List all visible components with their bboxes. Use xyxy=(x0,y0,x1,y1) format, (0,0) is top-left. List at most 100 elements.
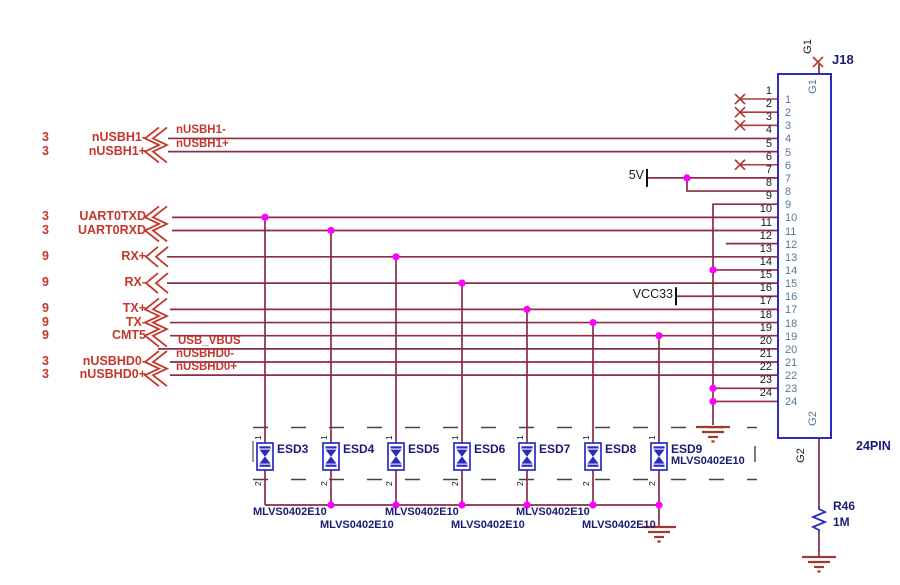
esd-pin2-number: 2 xyxy=(253,481,263,486)
pin-number-inside: 10 xyxy=(785,212,798,225)
port-chevron-icon[interactable] xyxy=(143,126,162,164)
esd-pin1-number: 1 xyxy=(450,435,460,440)
power-label-vcc33[interactable]: VCC33 xyxy=(632,287,673,301)
junction-dot xyxy=(392,501,400,509)
esd-bottom-bar xyxy=(390,464,402,467)
port-sheet-ref: 3 xyxy=(42,209,49,224)
port-name[interactable]: nUSBHD0+ xyxy=(79,367,146,382)
port-sheet-ref: 9 xyxy=(42,275,49,290)
pin-number-inside: 8 xyxy=(785,186,792,199)
port-name[interactable]: TX- xyxy=(125,314,146,329)
pin-number-outside: 24 xyxy=(759,387,772,400)
pin-number-inside: 20 xyxy=(785,343,798,356)
pin-number-outside: 17 xyxy=(759,295,772,308)
pin-number-outside: 13 xyxy=(759,242,772,255)
port-name[interactable]: CMT5 xyxy=(111,327,146,342)
pin-number-outside: 8 xyxy=(765,177,772,190)
wire[interactable] xyxy=(712,203,778,425)
esd-bottom-bar xyxy=(587,464,599,467)
pin-number-inside: 16 xyxy=(785,291,798,304)
pin-number-inside: 18 xyxy=(785,317,798,330)
esd-designator: ESD5 xyxy=(408,442,440,456)
port-sheet-ref: 3 xyxy=(42,222,49,237)
port-chevron-icon[interactable] xyxy=(154,246,169,268)
no-connect-x-icon xyxy=(734,106,746,118)
pin-number-outside: 2 xyxy=(765,98,772,111)
esd-pin1-number: 1 xyxy=(384,435,394,440)
port-chevron-icon[interactable] xyxy=(144,246,159,268)
esd-part-number: MLVS0402E10 xyxy=(320,519,394,531)
wire[interactable] xyxy=(686,177,778,192)
pin-number-outside: 9 xyxy=(765,190,772,203)
esd-part-number: MLVS0402E10 xyxy=(385,506,459,518)
port-name[interactable]: TX+ xyxy=(122,301,146,316)
connector-body[interactable] xyxy=(777,73,832,439)
junction-dot xyxy=(523,501,531,509)
net-label[interactable]: nUSBHD0- xyxy=(176,348,235,360)
net-label[interactable]: USB_VBUS xyxy=(178,334,241,347)
junction-dot xyxy=(458,501,466,509)
port-chevron-icon[interactable] xyxy=(151,126,170,164)
power-label-5v[interactable]: 5V xyxy=(628,168,644,182)
esd-pin1-number: 1 xyxy=(581,435,591,440)
port-chevron-icon[interactable] xyxy=(150,297,170,348)
pin-number-inside: 1 xyxy=(785,94,792,106)
port-chevron-icon[interactable] xyxy=(144,272,159,294)
esd-bottom-bar xyxy=(521,464,533,467)
port-chevron-icon[interactable] xyxy=(151,350,170,387)
pin-number-outside: 3 xyxy=(765,111,772,124)
port-sheet-ref: 9 xyxy=(42,314,49,329)
pin-number-outside: 20 xyxy=(759,334,772,347)
net-label[interactable]: nUSBHD0+ xyxy=(176,361,238,374)
junction-dot xyxy=(458,279,466,287)
junction-dot xyxy=(655,501,663,509)
pin-number-inside: 15 xyxy=(785,278,798,291)
port-name[interactable]: RX+ xyxy=(121,248,146,263)
junction-dot xyxy=(261,213,269,221)
esd-part-number: MLVS0402E10 xyxy=(516,506,590,518)
connector-designator: J18 xyxy=(832,52,854,67)
resistor-symbol[interactable] xyxy=(810,506,828,532)
resistor-designator: R46 xyxy=(833,499,856,513)
resistor-value: 1M xyxy=(833,515,850,529)
junction-dot xyxy=(709,384,717,392)
esd-triangle-down xyxy=(259,449,271,457)
pin-number-inside: 4 xyxy=(785,133,792,146)
pin-number-outside: 4 xyxy=(765,124,772,137)
port-chevron-icon[interactable] xyxy=(154,272,169,294)
port-chevron-icon[interactable] xyxy=(151,205,170,243)
port-chevron-icon[interactable] xyxy=(143,350,162,387)
esd-top-bar xyxy=(653,446,665,449)
esd-pin2-number: 2 xyxy=(450,481,460,486)
pin-number-inside: 23 xyxy=(785,383,798,396)
net-label[interactable]: nUSBH1- xyxy=(176,124,226,137)
no-connect-x-icon xyxy=(734,159,746,171)
esd-designator: ESD4 xyxy=(343,442,375,456)
esd-part-number: MLVS0402E10 xyxy=(451,519,525,531)
top-pin-name: G1 xyxy=(801,39,814,54)
no-connect-x-icon xyxy=(734,119,746,131)
esd-pin2-number: 2 xyxy=(515,481,525,486)
pin-number-inside: 22 xyxy=(785,370,798,383)
port-sheet-ref: 3 xyxy=(42,143,49,158)
port-name[interactable]: UART0TXD xyxy=(79,209,146,224)
port-chevron-icon[interactable] xyxy=(142,297,162,348)
pin-number-outside: 14 xyxy=(759,255,772,268)
port-chevron-icon[interactable] xyxy=(143,205,162,243)
port-name[interactable]: nUSBH1- xyxy=(91,130,146,145)
net-label[interactable]: nUSBH1+ xyxy=(176,137,229,150)
top-pin-name-inside: G1 xyxy=(806,79,819,94)
port-name[interactable]: nUSBH1+ xyxy=(88,143,146,158)
pin-number-inside: 14 xyxy=(785,264,798,277)
esd-top-bar xyxy=(390,446,402,449)
port-name[interactable]: RX- xyxy=(124,275,146,290)
port-name[interactable]: UART0RXD xyxy=(77,222,146,237)
esd-top-bar xyxy=(259,446,271,449)
esd-triangle-down xyxy=(587,449,599,457)
esd-triangle-up xyxy=(456,456,468,464)
bottom-pin-name-inside: G2 xyxy=(806,411,819,426)
port-name[interactable]: nUSBHD0- xyxy=(82,354,146,368)
connector-type-label: 24PIN xyxy=(856,439,891,453)
junction-dot xyxy=(392,253,400,261)
